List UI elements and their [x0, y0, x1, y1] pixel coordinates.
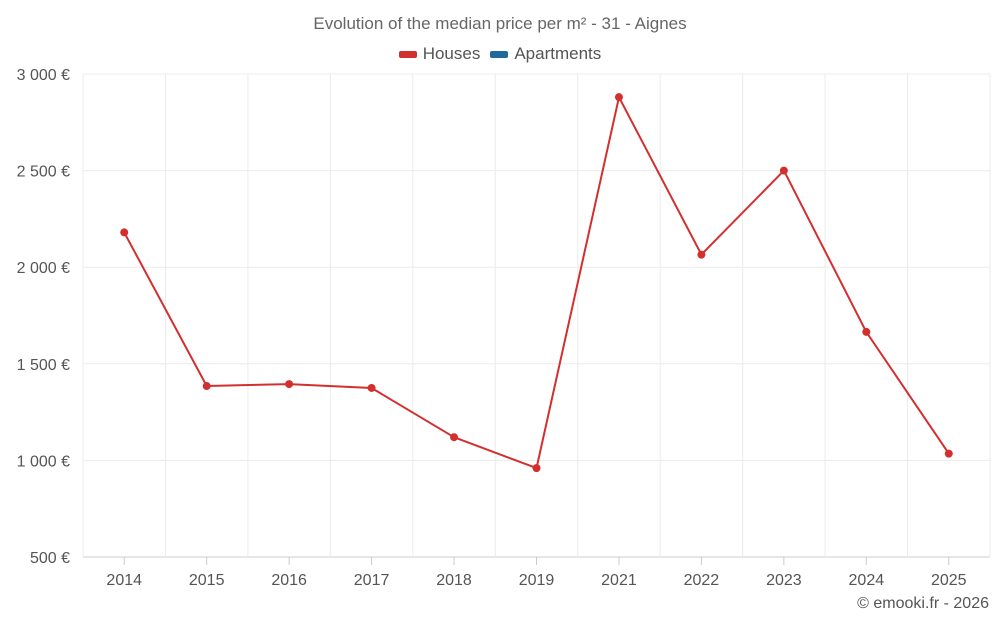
y-tick-label: 3 000 €	[17, 67, 70, 84]
credit-text: © emooki.fr - 2026	[857, 595, 989, 612]
y-tick-label: 2 000 €	[17, 260, 70, 277]
x-tick-label: 2021	[601, 572, 637, 589]
legend-swatch-apartments	[490, 50, 509, 58]
x-tick-label: 2017	[354, 572, 390, 589]
data-point-houses	[697, 250, 706, 259]
x-tick-label: 2024	[849, 572, 885, 589]
legend-label-apartments: Apartments	[514, 44, 602, 63]
data-point-houses	[614, 93, 623, 102]
x-tick-label: 2014	[106, 572, 142, 589]
y-tick-label: 2 500 €	[17, 164, 70, 181]
legend-label-houses: Houses	[422, 44, 481, 63]
data-point-houses	[120, 228, 129, 237]
x-tick-label: 2019	[519, 572, 555, 589]
data-point-houses	[532, 464, 541, 473]
data-point-houses	[862, 327, 871, 336]
y-tick-label: 1 000 €	[17, 453, 70, 470]
data-point-houses	[202, 382, 211, 391]
x-tick-label: 2023	[766, 572, 802, 589]
y-tick-label: 500 €	[30, 550, 70, 567]
legend-item-apartments[interactable]: Apartments	[490, 44, 601, 64]
x-tick-label: 2025	[931, 572, 967, 589]
legend-swatch-houses	[398, 50, 417, 58]
data-point-houses	[367, 383, 376, 392]
data-point-houses	[944, 449, 953, 458]
data-point-houses	[779, 166, 788, 175]
x-tick-label: 2022	[684, 572, 720, 589]
x-tick-label: 2016	[271, 572, 307, 589]
x-tick-label: 2015	[189, 572, 225, 589]
legend: Houses Apartments	[0, 44, 1000, 64]
y-tick-label: 1 500 €	[17, 357, 70, 374]
data-point-houses	[285, 380, 294, 389]
data-point-houses	[450, 433, 459, 442]
chart-title: Evolution of the median price per m² - 3…	[313, 14, 687, 33]
legend-item-houses[interactable]: Houses	[398, 44, 481, 64]
x-tick-label: 2018	[436, 572, 472, 589]
